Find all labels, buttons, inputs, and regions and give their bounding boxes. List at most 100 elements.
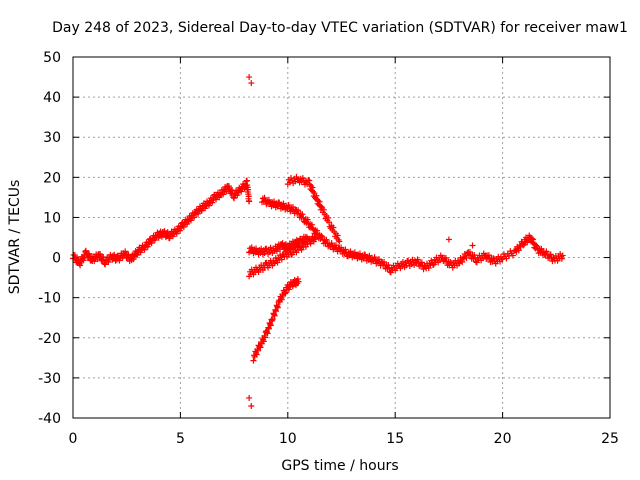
data-point [246,74,253,81]
data-point [248,402,255,409]
data-points [70,74,566,409]
data-point [520,242,527,249]
data-point [459,258,466,265]
data-point [82,247,89,254]
data-point [285,286,292,293]
series-recovery-climb [250,276,302,364]
data-point [122,248,129,255]
data-point [243,178,250,185]
y-tick-label: 20 [43,170,61,186]
data-point [144,243,151,250]
data-point [141,246,148,253]
data-point [130,256,137,263]
y-tick-label: -20 [38,331,61,347]
data-point [265,325,272,332]
data-point [319,233,326,240]
data-point [180,224,187,231]
data-point [351,249,358,256]
data-point [274,303,281,310]
data-point [313,192,320,199]
data-point [299,211,306,218]
data-point [265,196,272,203]
series-outliers [246,74,545,409]
data-point [485,252,492,259]
data-point [269,316,276,323]
data-point [148,240,155,247]
data-point [220,191,227,198]
data-point [325,214,332,221]
data-point [559,252,566,259]
data-point [334,232,341,239]
data-point [336,238,343,245]
data-point [253,351,260,358]
data-point [538,246,545,253]
data-point [471,251,478,258]
data-point [250,357,257,364]
data-point [381,258,388,265]
data-point [254,347,261,354]
plot-frame [72,56,611,419]
x-tick-label: 20 [494,431,512,447]
data-point [282,289,289,296]
y-tick-label: 30 [43,130,61,146]
data-point [191,214,198,221]
data-point [342,246,349,253]
data-point [274,304,281,311]
data-point [299,175,306,182]
data-point [469,242,476,249]
data-point [133,252,140,259]
data-point [304,180,311,187]
data-point [312,234,319,241]
data-point [320,206,327,213]
data-point [515,247,522,254]
data-point [263,329,270,336]
gridlines [73,57,610,418]
data-point [271,312,278,319]
y-tick-label: 0 [52,251,61,267]
data-point [125,251,132,258]
data-point [314,227,321,234]
data-point [278,256,285,263]
data-point [80,257,87,264]
data-point [272,308,279,315]
data-point [173,230,180,237]
data-point [176,227,183,234]
data-point [295,207,302,214]
data-point [318,203,325,210]
data-point [262,334,269,341]
y-tick-label: -30 [38,371,61,387]
data-point [97,250,104,257]
data-point [253,245,260,252]
data-point [260,338,267,345]
data-point [295,278,302,285]
data-point [547,251,554,258]
y-tick-label: 50 [43,50,61,66]
data-point [246,198,253,205]
data-point [267,322,274,329]
data-point [234,192,241,199]
data-point [225,183,232,190]
series-upper-branch [284,173,343,245]
data-point [442,254,449,261]
data-point [414,256,421,263]
data-point [288,174,295,181]
data-point [257,344,264,351]
data-point [490,255,497,262]
data-point [205,202,212,209]
data-point [267,321,274,328]
y-tick-label: 10 [43,210,61,226]
y-axis-label: SDTVAR / TECUs [7,180,23,295]
series-lower-branch [246,233,319,280]
data-point [318,232,325,239]
x-tick-label: 5 [176,431,185,447]
data-point [309,184,316,191]
data-point [530,236,537,243]
data-point [246,394,253,401]
data-point [558,255,565,262]
data-point [533,242,540,249]
x-tick-label: 15 [386,431,404,447]
data-point [316,198,323,205]
data-point [229,187,236,194]
data-point [264,330,271,337]
data-point [447,258,454,265]
